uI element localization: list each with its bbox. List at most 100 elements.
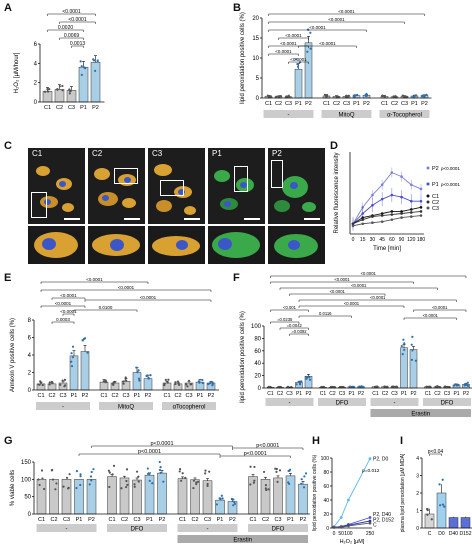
p-value: <0.0001 bbox=[60, 293, 77, 298]
p-value: p=0.012 bbox=[362, 468, 380, 474]
significance-bracket bbox=[47, 29, 84, 32]
data-point bbox=[75, 470, 79, 473]
x-tick-label: C2 bbox=[121, 517, 128, 523]
significance-bracket bbox=[298, 299, 457, 302]
group-label: - bbox=[62, 404, 64, 410]
data-point bbox=[400, 175, 403, 178]
data-point bbox=[403, 342, 406, 345]
x-tick-label: P2 bbox=[363, 101, 370, 107]
x-tick-label: C2 bbox=[277, 391, 284, 397]
data-point bbox=[409, 199, 413, 203]
x-tick-label: 180 bbox=[417, 237, 426, 243]
x-tick-label: P2 bbox=[145, 393, 152, 399]
data-point bbox=[409, 211, 413, 214]
data-point bbox=[402, 338, 405, 341]
data-point bbox=[113, 381, 116, 384]
inset-zoom-c1 bbox=[28, 226, 85, 264]
data-point bbox=[448, 385, 451, 389]
bar bbox=[304, 42, 313, 99]
data-point bbox=[290, 385, 293, 389]
significance-bracket bbox=[40, 281, 149, 284]
data-point bbox=[419, 210, 423, 213]
bar bbox=[86, 479, 97, 515]
panel-label-e: E bbox=[4, 272, 12, 284]
bar bbox=[448, 517, 459, 529]
p-value: <0.0001 bbox=[290, 57, 307, 62]
data-point bbox=[137, 480, 140, 483]
data-point bbox=[339, 516, 343, 519]
data-point bbox=[125, 479, 128, 483]
significance-bracket bbox=[288, 61, 309, 64]
bar bbox=[42, 91, 53, 103]
data-point bbox=[300, 380, 303, 383]
significance-bracket bbox=[268, 45, 309, 48]
data-point bbox=[89, 475, 93, 478]
x-tick-label: C2 bbox=[48, 393, 55, 399]
bar bbox=[436, 492, 447, 529]
group-label: DFO bbox=[131, 526, 144, 532]
p-value: <0.0001 bbox=[309, 25, 326, 30]
legend-marker bbox=[426, 166, 430, 170]
data-point bbox=[371, 215, 374, 218]
significance-bracket bbox=[270, 309, 309, 312]
data-point bbox=[326, 95, 329, 98]
data-point bbox=[149, 373, 152, 377]
panel-label-a: A bbox=[4, 2, 12, 14]
bar bbox=[285, 475, 296, 515]
group-label: - bbox=[207, 526, 209, 532]
group-label: - bbox=[289, 400, 291, 406]
data-point bbox=[444, 385, 447, 388]
x-tick-label: C3 bbox=[391, 391, 398, 397]
data-point bbox=[353, 95, 356, 98]
data-point bbox=[287, 469, 290, 473]
data-point bbox=[351, 224, 355, 228]
data-point bbox=[299, 381, 302, 385]
data-point bbox=[40, 469, 44, 472]
data-point bbox=[211, 384, 214, 387]
x-tick-label: C1 bbox=[37, 393, 44, 399]
x-tick-label: C1 bbox=[323, 101, 330, 107]
x-tick-label: 90 bbox=[399, 237, 405, 243]
p-value: <0.0001 bbox=[338, 9, 355, 14]
significance-bracket bbox=[51, 297, 86, 300]
significance-bracket bbox=[268, 29, 367, 32]
x-tick-label: P1 bbox=[287, 517, 294, 523]
significance-bracket bbox=[91, 445, 233, 448]
y-axis-label: Relative fluorescence intensity bbox=[334, 152, 340, 233]
group-bar bbox=[423, 398, 471, 406]
data-point bbox=[147, 377, 150, 380]
data-point bbox=[252, 481, 255, 484]
legend-marker bbox=[426, 194, 430, 198]
y-tick-label: 60 bbox=[254, 349, 261, 355]
data-point bbox=[48, 383, 51, 386]
x-tick-label: C2 bbox=[382, 391, 389, 397]
x-tick-label: 50 bbox=[338, 531, 344, 537]
data-point bbox=[405, 95, 408, 98]
x-tick-label: C1 bbox=[163, 393, 170, 399]
data-point bbox=[37, 383, 40, 386]
bar bbox=[177, 478, 188, 515]
data-point bbox=[120, 487, 123, 490]
data-point bbox=[46, 90, 50, 93]
data-point bbox=[414, 359, 417, 362]
bar bbox=[80, 351, 90, 391]
x-tick-label: D0 bbox=[438, 531, 445, 537]
data-point bbox=[137, 377, 141, 380]
data-point bbox=[159, 471, 162, 474]
bar bbox=[273, 477, 283, 515]
x-tick-label: C1 bbox=[249, 517, 256, 523]
data-point bbox=[434, 385, 438, 388]
bar bbox=[298, 483, 308, 515]
y-tick-label: 4 bbox=[416, 456, 419, 462]
x-tick-label: C2 bbox=[191, 517, 198, 523]
significance-bracket bbox=[84, 299, 212, 302]
x-tick-label: C3 bbox=[204, 517, 211, 523]
data-point bbox=[390, 218, 394, 221]
data-point bbox=[400, 344, 403, 348]
bar bbox=[157, 472, 167, 515]
data-point bbox=[124, 379, 127, 382]
y-tick-label: 10 bbox=[252, 56, 259, 62]
x-tick-label: 250 bbox=[366, 531, 375, 537]
data-point bbox=[382, 95, 386, 98]
data-point bbox=[278, 385, 281, 389]
